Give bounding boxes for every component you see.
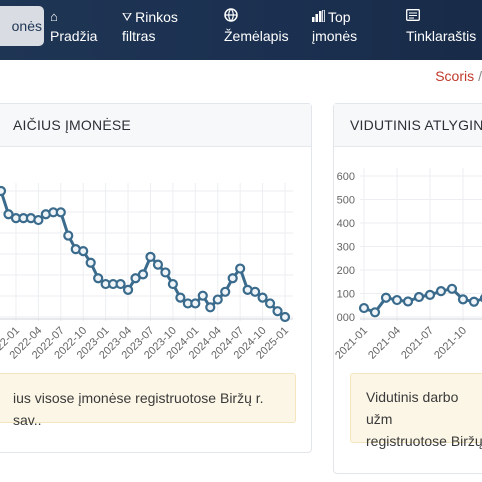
data-point (272, 306, 283, 317)
breadcrumb-separator: / (478, 68, 482, 84)
data-point (235, 263, 246, 274)
nav-item-label-line2: įmonės (312, 28, 358, 44)
y-tick-label: 1 400 (334, 218, 355, 230)
nav-item-active[interactable]: onės (0, 6, 44, 46)
y-tick-label: 1 600 (334, 171, 355, 183)
nav-item-label-line2: filtras (122, 28, 156, 44)
data-point (227, 273, 238, 284)
data-point (167, 278, 178, 290)
salary-description-note: Vidutinis darbo užm registruotose Biržų (350, 373, 482, 449)
employees-line-chart: 2022-012022-042022-072022-102023-012023-… (0, 183, 293, 362)
data-point (78, 245, 89, 257)
note-text-line2: registruotose Biržų (366, 433, 482, 449)
x-tick-label: 2021-07 (399, 325, 436, 362)
top-navbar: onės ⌂ Pradžia ⛛ Rinkos filtras Žemėlapi… (0, 0, 482, 60)
data-point (435, 286, 447, 297)
y-tick-label: 1 500 (334, 195, 355, 207)
nav-item-label: Top (328, 9, 351, 25)
data-point (145, 251, 156, 263)
nav-item-market-filter[interactable]: ⛛ Rinkos filtras (122, 8, 178, 46)
y-tick-label: 1 100 (334, 289, 355, 301)
breadcrumb: Scoris / (435, 68, 482, 84)
data-point (264, 298, 276, 309)
data-point (3, 209, 14, 220)
data-point (197, 290, 208, 301)
bar-chart-icon (312, 7, 325, 27)
globe-icon (224, 8, 289, 26)
home-icon: ⌂ (50, 9, 58, 24)
note-text-line1: Vidutinis darbo užm (366, 389, 459, 427)
y-tick-label: 1 300 (334, 242, 355, 254)
data-point (413, 291, 425, 303)
data-point (137, 269, 149, 280)
x-tick-label: 2021-04 (366, 325, 403, 362)
newspaper-icon (406, 8, 476, 26)
employees-description-note: ius visose įmonėse registruotose Biržų r… (0, 373, 296, 428)
data-point (250, 286, 261, 297)
nav-item-top-companies[interactable]: Top įmonės (312, 8, 357, 46)
nav-item-label: Tinklaraštis (406, 28, 477, 44)
data-point (380, 292, 392, 303)
data-point (468, 296, 480, 307)
y-tick-label: 1 200 (334, 265, 355, 277)
salary-line-chart: 1 000 1 100 1 200 1 300 1 400 1 500 1 600 2021-… (334, 168, 482, 362)
data-point (369, 307, 381, 318)
data-point (212, 294, 223, 305)
filter-icon: ⛛ (122, 10, 133, 24)
x-tick-label: 2021-01 (334, 325, 370, 362)
nav-item-label: Pradžia (50, 28, 98, 44)
data-point (55, 207, 66, 218)
data-point (33, 214, 44, 226)
breadcrumb-link[interactable]: Scoris (435, 68, 475, 84)
card-title: VIDUTINIS ATLYGINIM (334, 104, 482, 147)
data-point (93, 273, 104, 284)
nav-active-label: onės (11, 18, 42, 34)
data-point (358, 302, 370, 314)
data-point (391, 294, 403, 306)
data-point (424, 289, 436, 301)
data-point (190, 298, 201, 309)
data-point (279, 311, 291, 323)
data-point (0, 185, 7, 197)
data-point (257, 292, 268, 303)
nav-item-map[interactable]: Žemėlapis (224, 8, 289, 46)
nav-item-blog[interactable]: Tinklaraštis (406, 8, 476, 46)
nav-item-home[interactable]: ⌂ Pradžia (50, 8, 97, 46)
card-title: AIČIUS ĮMONĖSE (0, 104, 311, 147)
nav-item-label: Rinkos (135, 9, 178, 25)
data-point (446, 283, 458, 294)
data-point (205, 302, 216, 313)
data-point (122, 284, 134, 295)
data-point (457, 294, 469, 305)
nav-item-label: Žemėlapis (224, 28, 289, 44)
y-tick-label: 1 000 (334, 312, 355, 324)
data-point (115, 278, 126, 290)
data-point (152, 259, 164, 270)
data-point (175, 292, 186, 303)
data-point (63, 230, 74, 241)
note-text: ius visose įmonėse registruotose Biržų r… (13, 390, 264, 428)
data-point (130, 273, 141, 284)
data-point (220, 286, 231, 297)
data-point (160, 267, 171, 278)
data-point (402, 296, 414, 307)
data-point (85, 257, 96, 268)
x-tick-label: 2021-10 (432, 325, 469, 362)
